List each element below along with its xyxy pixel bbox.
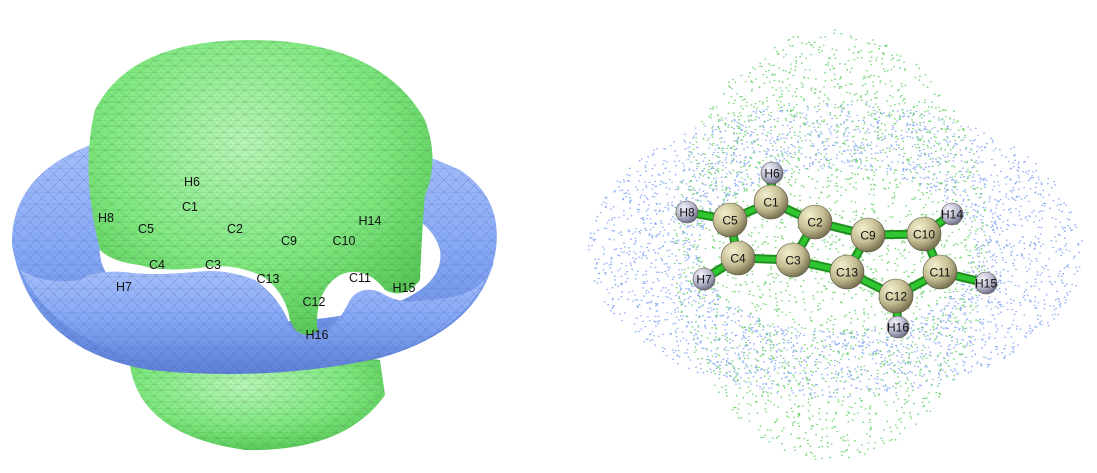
atom-label-h14: H14 <box>941 208 963 222</box>
atom-label-c3: C3 <box>785 254 801 268</box>
lower-positive-lobe <box>130 351 385 451</box>
atom-h8 <box>675 200 699 224</box>
left-label-c9: C9 <box>281 234 297 248</box>
left-label-c4: C4 <box>149 258 165 272</box>
left-label-h8: H8 <box>98 211 114 225</box>
atom-c11 <box>922 254 958 290</box>
left-label-h7: H7 <box>116 280 132 294</box>
atom-label-c5: C5 <box>722 214 738 228</box>
atom-label-c4: C4 <box>730 252 746 266</box>
atom-c13 <box>829 254 865 290</box>
positive-dot-cloud <box>673 29 990 460</box>
negative-lobe-front-rim <box>20 262 494 372</box>
atom-h15 <box>974 271 998 295</box>
atom-label-c2: C2 <box>807 216 823 230</box>
left-label-c1: C1 <box>182 200 198 214</box>
atom-c9 <box>850 217 886 253</box>
atom-label-c12: C12 <box>885 290 907 304</box>
left-atom-labels: H6 C1 H8 C5 C2 H14 C9 C10 C4 C3 C13 C11 H7 H15 C12 H16 <box>98 175 416 342</box>
atom-c2 <box>797 204 833 240</box>
atom-label-h16: H16 <box>887 321 909 335</box>
left-label-h15: H15 <box>393 281 416 295</box>
left-label-h6: H6 <box>184 175 200 189</box>
right-dotted-panel: H6 C1 H8 C5 C2 C9 C10 H14 C4 C3 C13 C11 H7 H15 C12 H16 <box>588 29 1083 460</box>
atom-c1 <box>753 184 789 220</box>
atom-label-h6: H6 <box>764 167 780 181</box>
atom-spheres: H6 C1 H8 C5 C2 C9 C10 H14 C4 C3 C13 C11 H7 H15 C12 H16 <box>675 161 998 339</box>
atom-label-h7: H7 <box>696 273 712 287</box>
atom-label-c1: C1 <box>763 196 779 210</box>
left-label-h14: H14 <box>359 214 382 228</box>
left-label-h16: H16 <box>306 328 329 342</box>
atom-h7 <box>692 267 716 291</box>
left-label-c2: C2 <box>227 222 243 236</box>
atom-label-c13: C13 <box>836 266 858 280</box>
atom-h6 <box>760 161 784 185</box>
atom-c4 <box>720 240 756 276</box>
atom-label-h8: H8 <box>679 206 695 220</box>
atom-label-c10: C10 <box>913 228 935 242</box>
atom-c5 <box>712 202 748 238</box>
isosurface-dot-cloud <box>588 29 1083 460</box>
atom-h14 <box>940 202 964 226</box>
atom-c12 <box>878 278 914 314</box>
negative-dot-cloud <box>588 103 1083 398</box>
atom-h16 <box>886 315 910 339</box>
left-label-c10: C10 <box>333 234 356 248</box>
atom-c10 <box>906 216 942 252</box>
left-label-c11: C11 <box>349 271 371 285</box>
left-label-c5: C5 <box>138 222 154 236</box>
atom-label-c9: C9 <box>860 229 876 243</box>
left-label-c12: C12 <box>303 295 326 309</box>
left-isosurface-panel: H6 C1 H8 C5 C2 H14 C9 C10 C4 C3 C13 C11 H7 H15 C12 H16 <box>11 40 497 451</box>
atom-c3 <box>775 242 811 278</box>
atom-label-h15: H15 <box>975 277 997 291</box>
left-label-c13: C13 <box>257 272 280 286</box>
atom-label-c11: C11 <box>929 266 950 280</box>
left-label-c3: C3 <box>205 258 221 272</box>
upper-positive-lobe <box>88 40 433 336</box>
